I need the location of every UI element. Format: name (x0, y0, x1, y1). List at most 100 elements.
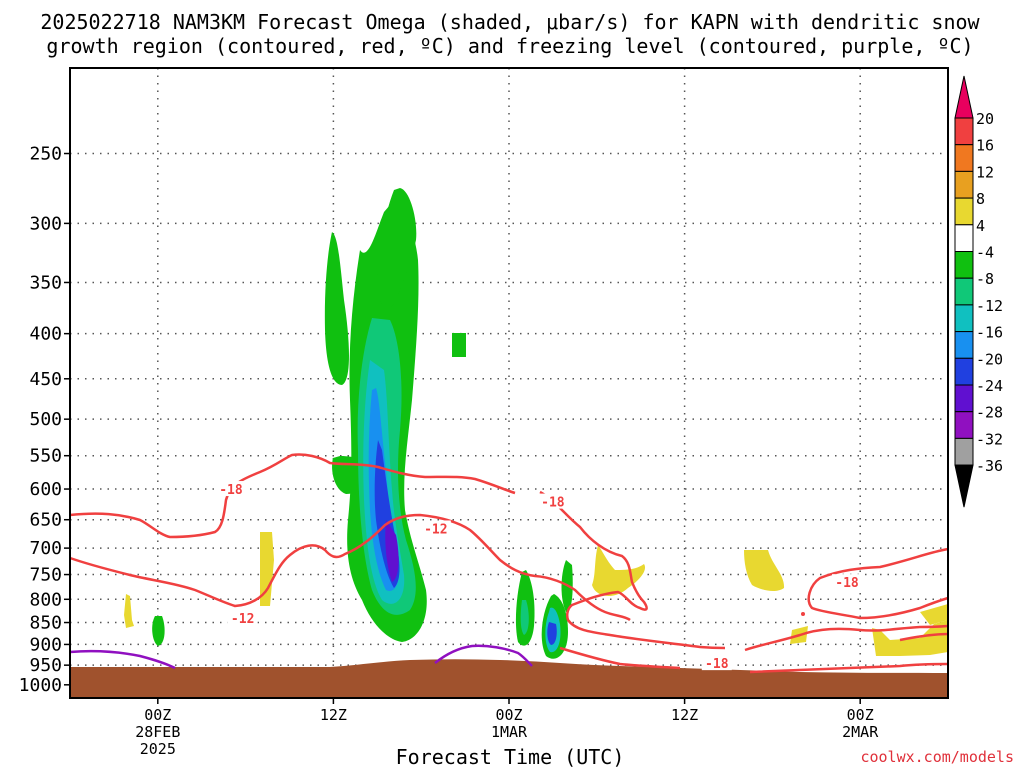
x-tick-label: 00Z (144, 706, 171, 724)
y-tick-label: 800 (29, 589, 62, 610)
plot-area: -18 -18 -12 -12 -18 -18 (69, 67, 949, 699)
contour-label: -18 (835, 576, 859, 591)
contour-labels: -18 -18 -12 -12 -18 -18 (215, 481, 863, 672)
x-tick-date: 28FEB (135, 723, 180, 741)
contour-minus18-upper-right (807, 547, 949, 620)
colorbar-label: -24 (976, 377, 1003, 395)
omega-pos-b (124, 594, 134, 628)
y-tick-label: 850 (29, 613, 62, 634)
x-tick-label: 00Z (847, 706, 874, 724)
colorbar-segment (954, 411, 974, 439)
omega-plume-left (324, 232, 349, 385)
contour-minus18-right (539, 490, 726, 650)
colorbar-segment (954, 331, 974, 359)
omega-core-purple (385, 520, 399, 582)
y-tick-label: 900 (29, 634, 62, 655)
freezing-contour-mid (434, 644, 533, 667)
contour-label: -12 (231, 612, 254, 627)
contour-label: -18 (219, 483, 243, 498)
omega-cell-d (152, 616, 165, 646)
y-tick-label: 600 (29, 479, 62, 500)
colorbar-top-arrow (954, 75, 974, 119)
colorbar-segment (954, 224, 974, 253)
omega-pos-f (872, 620, 948, 656)
contour-label-bg (227, 609, 258, 625)
contour-label: -12 (424, 522, 447, 537)
contour-lower-edge (559, 646, 681, 670)
omega-cell-a-core (520, 600, 529, 635)
omega-pos-g (920, 604, 948, 625)
freezing-contour-left (69, 649, 176, 670)
colorbar-segment (954, 384, 974, 413)
x-tick-date: 2MAR (842, 723, 879, 741)
colorbar-label: -32 (976, 430, 1003, 448)
y-tick-label: 1000 (19, 675, 62, 696)
colorbar-label: 8 (976, 190, 985, 208)
omega-small-patch (452, 333, 466, 357)
colorbar-label: -28 (976, 404, 1003, 422)
omega-pos-d (744, 550, 785, 592)
contour-far-right (749, 662, 949, 674)
contour-dot (801, 612, 805, 616)
contour-label-bg (537, 493, 568, 509)
y-tick-label: 250 (29, 144, 62, 165)
y-tick-label: 700 (29, 538, 62, 559)
contour-label: -18 (705, 657, 729, 672)
y-tick-label: 650 (29, 510, 62, 531)
colorbar-segment (954, 437, 974, 466)
omega-plume-tall (377, 188, 417, 309)
y-tick-label: 450 (29, 369, 62, 390)
contour-minus18-low (744, 624, 949, 652)
x-tick-date: 1MAR (491, 723, 528, 741)
omega-shading (124, 188, 948, 659)
y-tick-label: 400 (29, 324, 62, 345)
y-tick-label: 950 (29, 655, 62, 676)
y-tick-label: 350 (29, 272, 62, 293)
chart-title-line1: 2025022718 NAM3KM Forecast Omega (shaded… (40, 10, 980, 34)
contour-minus12 (69, 513, 631, 622)
y-tick-label: 750 (29, 565, 62, 586)
colorbar-label: 12 (976, 163, 994, 181)
colorbar-label: -12 (976, 297, 1003, 315)
colorbar-segment (954, 144, 974, 172)
colorbar-segment (954, 277, 974, 306)
contour-label: -18 (541, 496, 565, 511)
grid-lines (70, 68, 948, 698)
x-tick-year: 2025 (140, 740, 176, 758)
colorbar-bottom-arrow (954, 464, 974, 508)
colorbar-segment (954, 170, 974, 199)
omega-cell-b-deep (547, 622, 557, 645)
colorbar-segment (954, 251, 974, 279)
colorbar-label: 4 (976, 217, 985, 235)
colorbar-label: -16 (976, 324, 1003, 342)
contour-label-bg (701, 655, 732, 671)
y-axis: 2503003504004505005506006507007508008509… (19, 144, 70, 696)
colorbar-label: -36 (976, 457, 1003, 475)
omega-pos-a (260, 532, 274, 606)
colorbar-label: -4 (976, 244, 994, 262)
chart-title-line2: growth region (contoured, red, ºC) and f… (46, 34, 973, 58)
x-axis-label: Forecast Time (UTC) (396, 745, 625, 768)
y-tick-label: 300 (29, 213, 62, 234)
contour-right-mid (899, 632, 949, 642)
colorbar-label: -20 (976, 350, 1003, 368)
contour-label-bg (832, 574, 863, 590)
colorbar-label: 16 (976, 137, 994, 155)
credit-text: coolwx.com/models (860, 748, 1014, 766)
colorbar-segment (954, 117, 974, 146)
colorbar-segment (954, 357, 974, 386)
y-tick-label: 500 (29, 409, 62, 430)
freezing-level-contours (69, 644, 533, 670)
colorbar: 20 16 12 8 4 -4 -8 -12 -16 -20 -24 -28 -32 -36 (954, 75, 1003, 508)
colorbar-segment (954, 197, 974, 226)
contour-label-bg (215, 481, 246, 497)
colorbar-label: 20 (976, 110, 994, 128)
dsgz-contours (69, 453, 949, 674)
y-tick-label: 550 (29, 446, 62, 467)
terrain (70, 659, 948, 698)
x-tick-label: 12Z (320, 706, 347, 724)
colorbar-label: -8 (976, 270, 994, 288)
x-tick-label: 12Z (671, 706, 698, 724)
